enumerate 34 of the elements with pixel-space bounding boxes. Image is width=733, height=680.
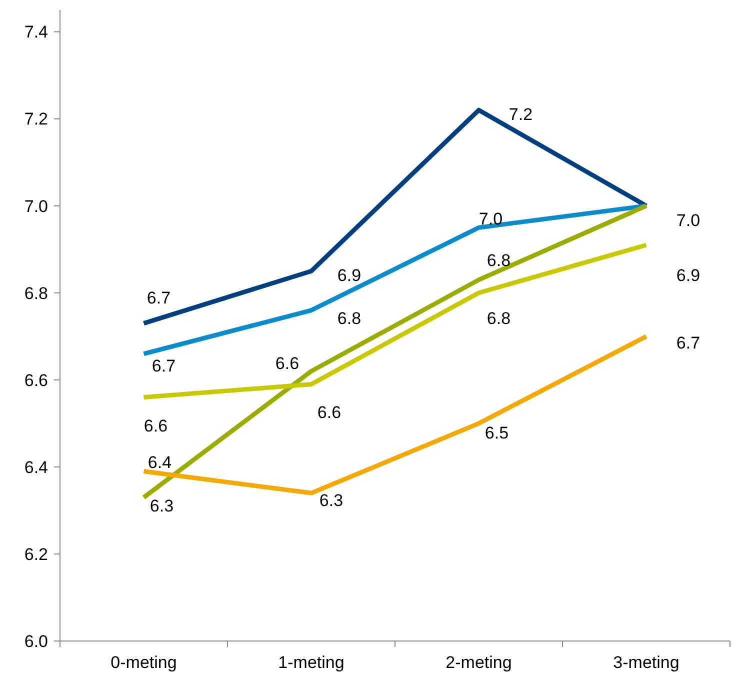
x-tick-label: 0-meting <box>110 653 177 672</box>
data-label: 7.0 <box>676 210 700 230</box>
data-label: 6.6 <box>317 403 342 422</box>
data-label: 7.0 <box>478 210 503 229</box>
data-label: 6.8 <box>486 308 511 328</box>
data-label: 6.7 <box>676 333 700 352</box>
y-tick-label: 6.0 <box>24 632 48 651</box>
data-label: 6.4 <box>148 453 172 472</box>
x-tick-label: 2-meting <box>446 653 512 672</box>
y-tick-label: 6.2 <box>24 544 48 564</box>
y-tick-label: 6.8 <box>24 284 48 303</box>
line-series <box>142 242 648 400</box>
data-label: 6.8 <box>337 309 362 328</box>
x-tick-label: 3-meting <box>613 653 680 672</box>
x-tick-label: 1-meting <box>278 653 344 672</box>
data-label: 6.3 <box>150 496 174 516</box>
y-tick-label: 6.6 <box>24 370 48 390</box>
data-label: 6.9 <box>337 266 362 286</box>
data-label: 7.2 <box>508 105 533 124</box>
data-label: 6.7 <box>146 288 171 308</box>
y-tick-label: 7.4 <box>24 22 48 42</box>
line-series <box>142 204 648 356</box>
line-series <box>142 108 648 326</box>
data-label: 6.3 <box>319 490 344 510</box>
y-tick-label: 7.2 <box>24 110 48 129</box>
data-label: 6.8 <box>486 250 511 270</box>
data-label: 6.7 <box>152 356 176 376</box>
line-series <box>142 334 648 496</box>
data-label: 6.6 <box>275 354 300 374</box>
y-tick-label: 6.4 <box>24 458 48 477</box>
y-tick-label: 7.0 <box>24 196 48 216</box>
data-label: 6.9 <box>676 266 700 285</box>
data-label: 6.6 <box>144 416 168 436</box>
data-label: 6.5 <box>484 423 509 442</box>
